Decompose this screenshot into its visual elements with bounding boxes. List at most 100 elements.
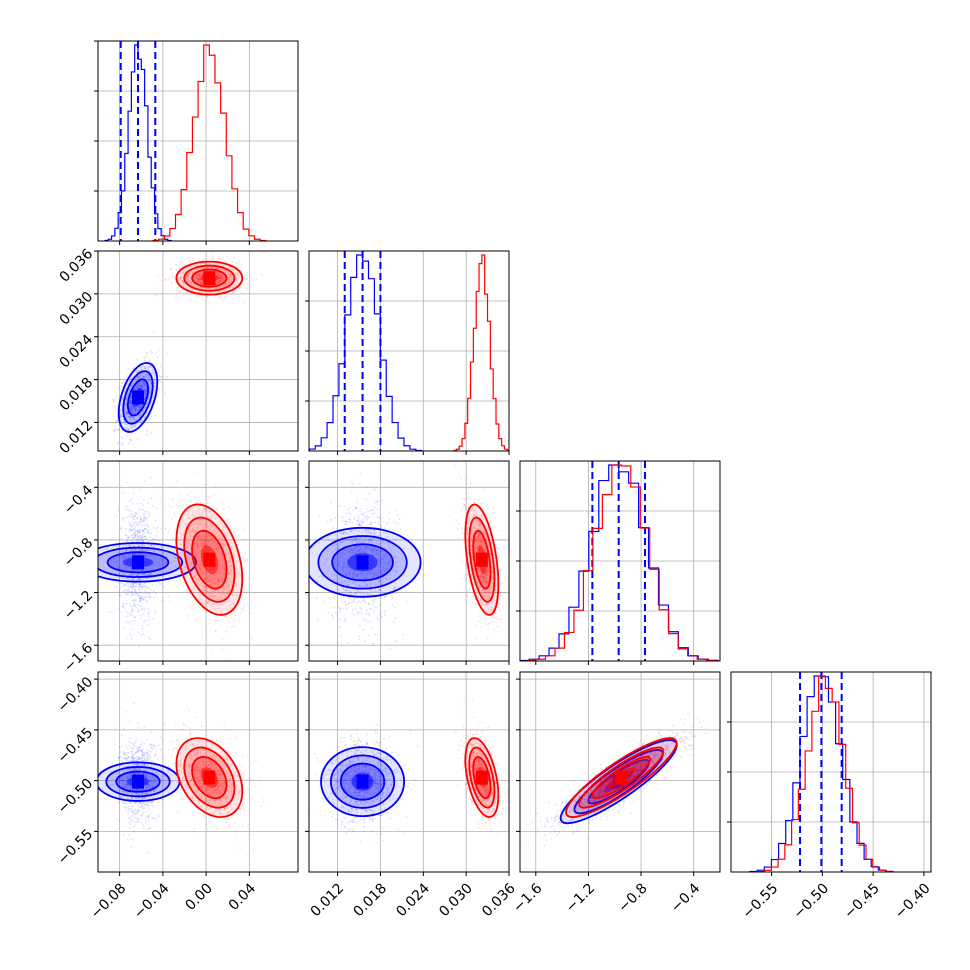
blue-sample-point xyxy=(379,589,382,591)
red-sample-point xyxy=(217,274,220,277)
red-sample-point xyxy=(221,536,224,538)
blue-sample-point xyxy=(396,640,398,642)
red-sample-point xyxy=(228,580,231,583)
blue-sample-point xyxy=(107,555,110,558)
blue-sample-point xyxy=(123,584,126,586)
blue-sample-point xyxy=(360,592,362,594)
red-sample-point xyxy=(232,292,234,295)
red-sample-point xyxy=(219,286,222,289)
blue-sample-point xyxy=(131,635,133,638)
red-sample-point xyxy=(189,299,192,301)
red-sample-point xyxy=(189,564,192,566)
blue-sample-point xyxy=(128,418,131,421)
red-sample-point xyxy=(232,290,235,293)
blue-sample-point xyxy=(120,409,123,411)
blue-sample-point xyxy=(142,573,145,576)
red-sample-point xyxy=(204,262,207,265)
red-sample-point xyxy=(208,522,211,524)
blue-sample-point xyxy=(379,524,382,526)
blue-sample-point xyxy=(115,586,118,589)
blue-sample-point xyxy=(119,415,122,418)
blue-sample-point xyxy=(129,523,132,526)
blue-sample-point xyxy=(134,585,136,588)
red-sample-point xyxy=(243,283,246,285)
blue-sample-point xyxy=(143,382,145,385)
red-sample-point xyxy=(222,589,224,592)
blue-sample-point xyxy=(116,442,119,445)
blue-sample-point xyxy=(134,408,137,411)
blue-sample-point xyxy=(135,592,138,594)
red-sample-point xyxy=(230,616,233,619)
blue-sample-point xyxy=(144,357,147,359)
blue-sample-point xyxy=(149,417,152,420)
red-sample-point xyxy=(201,543,203,545)
red-sample-point xyxy=(170,506,173,509)
blue-sample-point xyxy=(136,409,139,412)
red-sample-point xyxy=(227,506,230,508)
red-sample-point xyxy=(196,556,199,559)
red-sample-point xyxy=(188,541,190,544)
red-sample-point xyxy=(196,276,198,279)
blue-sample-point xyxy=(141,595,144,597)
red-sample-point xyxy=(195,268,198,271)
red-sample-point xyxy=(207,287,210,290)
red-sample-point xyxy=(225,615,227,617)
blue-sample-point xyxy=(129,529,132,531)
red-sample-point xyxy=(204,295,207,297)
blue-sample-point xyxy=(123,557,126,560)
blue-sample-point xyxy=(126,481,128,484)
blue-sample-point xyxy=(369,538,372,541)
red-sample-point xyxy=(225,270,227,273)
blue-sample-point xyxy=(130,402,133,405)
blue-sample-point xyxy=(130,498,133,500)
blue-sample-point xyxy=(373,612,376,614)
blue-sample-point xyxy=(126,412,129,415)
blue-sample-point xyxy=(150,349,153,352)
blue-sample-point xyxy=(350,490,353,493)
blue-sample-point xyxy=(134,410,137,413)
red-sample-point xyxy=(190,523,193,526)
blue-sample-point xyxy=(134,534,137,537)
blue-sample-point xyxy=(127,428,130,431)
blue-contour xyxy=(117,362,159,433)
red-sample-point xyxy=(228,282,230,285)
blue-sample-point xyxy=(368,523,371,526)
red-sample-point xyxy=(198,523,201,526)
blue-sample-point xyxy=(132,492,135,495)
red-sample-point xyxy=(222,269,225,271)
blue-sample-point xyxy=(121,571,124,574)
red-sample-point xyxy=(221,555,224,558)
red-sample-point xyxy=(194,274,197,276)
blue-sample-point xyxy=(395,569,397,572)
blue-sample-point xyxy=(342,532,345,535)
red-sample-point xyxy=(194,275,197,278)
blue-sample-point xyxy=(145,537,148,540)
red-sample-point xyxy=(206,295,209,298)
red-sample-point xyxy=(217,578,220,581)
blue-sample-point xyxy=(126,413,128,416)
red-sample-point xyxy=(181,279,184,282)
blue-sample-point xyxy=(124,527,127,530)
red-sample-point xyxy=(215,267,218,270)
blue-sample-point xyxy=(152,596,155,599)
blue-sample-point xyxy=(139,596,142,599)
blue-sample-point xyxy=(143,376,146,379)
blue-sample-point xyxy=(127,587,130,590)
red-sample-point xyxy=(196,591,199,594)
red-sample-point xyxy=(199,279,202,282)
red-sample-point xyxy=(218,279,221,282)
blue-sample-point xyxy=(380,550,383,553)
blue-sample-point xyxy=(143,366,146,368)
blue-sample-point xyxy=(139,582,142,585)
blue-sample-point xyxy=(114,421,117,424)
blue-sample-point xyxy=(129,410,132,412)
blue-sample-point xyxy=(127,578,129,580)
blue-sample-point xyxy=(139,366,142,369)
blue-sample-point xyxy=(136,386,139,389)
blue-sample-point xyxy=(354,580,356,583)
blue-sample-point xyxy=(145,595,148,598)
blue-sample-point xyxy=(144,388,147,391)
red-sample-point xyxy=(225,532,227,534)
blue-sample-point xyxy=(148,365,151,368)
blue-contour xyxy=(122,370,154,425)
